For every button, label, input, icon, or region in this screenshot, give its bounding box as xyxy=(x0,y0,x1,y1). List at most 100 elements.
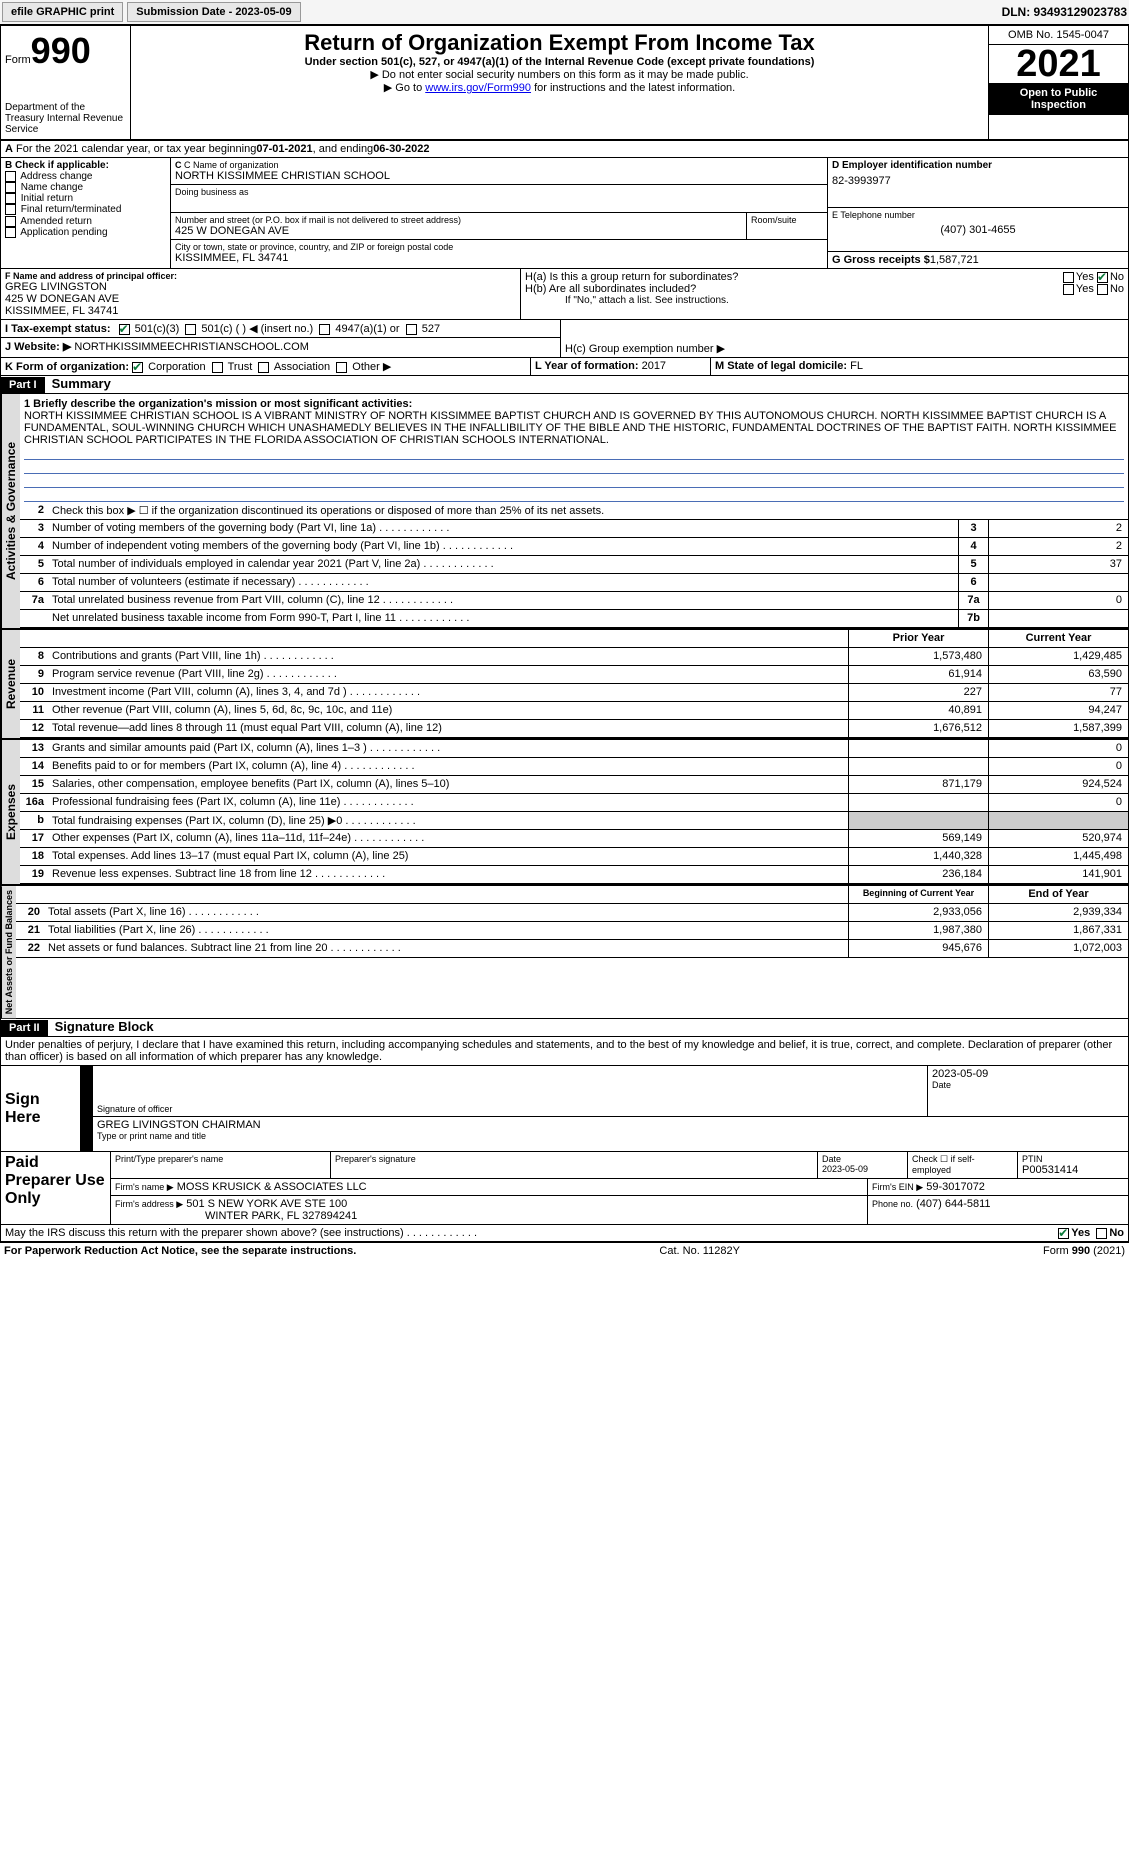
section-deg: D Employer identification number 82-3993… xyxy=(828,158,1128,268)
prep-date-label: Date xyxy=(822,1154,903,1164)
paid-preparer-row: Paid Preparer Use Only Print/Type prepar… xyxy=(1,1152,1128,1225)
form-header: Form990 Department of the Treasury Inter… xyxy=(1,26,1128,141)
sig-date: 2023-05-09 xyxy=(932,1068,1124,1080)
b-checkbox[interactable] xyxy=(5,193,16,204)
k-label: K Form of organization: xyxy=(5,361,129,373)
phone-value: (407) 301-4655 xyxy=(832,220,1124,236)
mission-text: NORTH KISSIMMEE CHRISTIAN SCHOOL IS A VI… xyxy=(24,410,1124,446)
org-name: NORTH KISSIMMEE CHRISTIAN SCHOOL xyxy=(175,170,823,182)
c-name-label: C Name of organization xyxy=(184,160,279,170)
firm-ein-label: Firm's EIN ▶ xyxy=(872,1182,923,1192)
firm-ein: 59-3017072 xyxy=(926,1181,985,1193)
form-990-container: Form990 Department of the Treasury Inter… xyxy=(0,25,1129,1243)
sign-here-row: Sign Here Signature of officer 2023-05-0… xyxy=(1,1066,1128,1152)
d-label: D Employer identification number xyxy=(832,160,992,171)
ha-yes: Yes xyxy=(1076,271,1094,283)
vert-expenses: Expenses xyxy=(1,740,20,884)
gross-receipts: 1,587,721 xyxy=(930,254,979,266)
dba-label: Doing business as xyxy=(175,187,823,197)
cat-no: Cat. No. 11282Y xyxy=(659,1245,740,1257)
website-value: NORTHKISSIMMEECHRISTIANSCHOOL.COM xyxy=(74,341,309,353)
col-begin: Beginning of Current Year xyxy=(848,886,988,903)
k-checkbox[interactable] xyxy=(212,362,223,373)
b-label: B Check if applicable: xyxy=(5,160,109,171)
street-value: 425 W DONEGAN AVE xyxy=(175,225,742,237)
g-label: G Gross receipts $ xyxy=(832,254,930,266)
i-checkbox[interactable] xyxy=(185,324,196,335)
section-l: L Year of formation: 2017 xyxy=(531,358,711,375)
ha-yes-checkbox[interactable] xyxy=(1063,272,1074,283)
street-label: Number and street (or P.O. box if mail i… xyxy=(175,215,742,225)
room-label: Room/suite xyxy=(751,215,823,225)
tax-year: 2021 xyxy=(989,45,1128,83)
page-footer: For Paperwork Reduction Act Notice, see … xyxy=(0,1243,1129,1259)
firm-addr-label: Firm's address ▶ xyxy=(115,1199,183,1209)
b-checkbox[interactable] xyxy=(5,171,16,182)
hb-label: H(b) Are all subordinates included? xyxy=(525,283,1063,295)
officer-type-label: Type or print name and title xyxy=(97,1131,1124,1141)
submission-date-button[interactable]: Submission Date - 2023-05-09 xyxy=(127,2,300,22)
efile-print-button[interactable]: efile GRAPHIC print xyxy=(2,2,123,22)
discuss-yes-checkbox[interactable] xyxy=(1058,1228,1069,1239)
b-checkbox[interactable] xyxy=(5,227,16,238)
form-prefix: Form xyxy=(5,54,31,66)
section-h: H(a) Is this a group return for subordin… xyxy=(521,269,1128,319)
l-label: L Year of formation: xyxy=(535,360,639,372)
form-title: Return of Organization Exempt From Incom… xyxy=(135,30,984,56)
firm-name-label: Firm's name ▶ xyxy=(115,1182,174,1192)
decl-text: Under penalties of perjury, I declare th… xyxy=(5,1039,1112,1063)
hb-no-checkbox[interactable] xyxy=(1097,284,1108,295)
k-checkbox[interactable] xyxy=(336,362,347,373)
firm-addr: 501 S NEW YORK AVE STE 100 xyxy=(186,1198,347,1210)
officer-street: 425 W DONEGAN AVE xyxy=(5,293,516,305)
ha-label: H(a) Is this a group return for subordin… xyxy=(525,271,1063,283)
ptin-value: P00531414 xyxy=(1022,1164,1124,1176)
i-checkbox[interactable] xyxy=(406,324,417,335)
dept-treasury: Department of the Treasury Internal Reve… xyxy=(5,102,126,135)
i-checkbox[interactable] xyxy=(119,324,130,335)
officer-printed: GREG LIVINGSTON CHAIRMAN xyxy=(97,1119,1124,1131)
prep-date: 2023-05-09 xyxy=(822,1164,903,1174)
discuss-text: May the IRS discuss this return with the… xyxy=(5,1227,404,1239)
firm-city: WINTER PARK, FL 327894241 xyxy=(115,1210,863,1222)
k-checkbox[interactable] xyxy=(258,362,269,373)
irs-link[interactable]: www.irs.gov/Form990 xyxy=(425,82,531,94)
period-mid: , and ending xyxy=(313,143,374,155)
officer-name: GREG LIVINGSTON xyxy=(5,281,516,293)
col-prior: Prior Year xyxy=(848,630,988,647)
period-begin: 07-01-2021 xyxy=(256,143,312,155)
discuss-no: No xyxy=(1109,1227,1124,1239)
vert-net: Net Assets or Fund Balances xyxy=(1,886,16,1018)
toolbar: efile GRAPHIC print Submission Date - 20… xyxy=(0,0,1129,25)
b-checkbox[interactable] xyxy=(5,204,16,215)
period-row: A For the 2021 calendar year, or tax yea… xyxy=(1,141,1128,158)
discuss-no-checkbox[interactable] xyxy=(1096,1228,1107,1239)
section-f: F Name and address of principal officer:… xyxy=(1,269,521,319)
dln-text: DLN: 93493129023783 xyxy=(1002,5,1127,19)
k-checkbox[interactable] xyxy=(132,362,143,373)
i-checkbox[interactable] xyxy=(319,324,330,335)
form-number: 990 xyxy=(31,30,91,71)
section-k: K Form of organization: Corporation Trus… xyxy=(1,358,531,375)
city-label: City or town, state or province, country… xyxy=(175,242,823,252)
b-checkbox[interactable] xyxy=(5,182,16,193)
j-label: J Website: ▶ xyxy=(5,341,71,353)
netassets-section: Net Assets or Fund Balances Beginning of… xyxy=(1,886,1128,1019)
hb-yes: Yes xyxy=(1076,283,1094,295)
l-value: 2017 xyxy=(642,360,666,372)
firm-phone-label: Phone no. xyxy=(872,1199,913,1209)
klm-row: K Form of organization: Corporation Trus… xyxy=(1,358,1128,376)
e-label: E Telephone number xyxy=(832,210,1124,220)
f-label: F Name and address of principal officer: xyxy=(5,271,177,281)
firm-phone: (407) 644-5811 xyxy=(916,1198,990,1210)
date-label: Date xyxy=(932,1080,1124,1090)
ha-no-checkbox[interactable] xyxy=(1097,272,1108,283)
expenses-section: Expenses 13Grants and similar amounts pa… xyxy=(1,740,1128,886)
governance-section: Activities & Governance 1 Briefly descri… xyxy=(1,394,1128,630)
col-end: End of Year xyxy=(988,886,1128,903)
hb-yes-checkbox[interactable] xyxy=(1063,284,1074,295)
officer-city: KISSIMMEE, FL 34741 xyxy=(5,305,516,317)
period-pre: For the 2021 calendar year, or tax year … xyxy=(16,143,256,155)
b-checkbox[interactable] xyxy=(5,216,16,227)
hc-label: H(c) Group exemption number ▶ xyxy=(565,322,1124,355)
